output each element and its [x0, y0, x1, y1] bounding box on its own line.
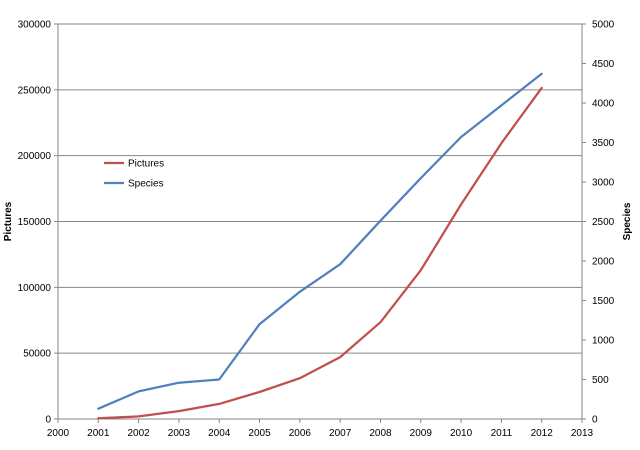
x-tick-label: 2005: [248, 428, 271, 439]
y2-axis-title: Species: [622, 202, 633, 240]
x-tick-label: 2002: [127, 428, 150, 439]
legend-label: Species: [128, 179, 164, 190]
gridlines: [58, 23, 582, 354]
series-line-pictures: [97, 86, 543, 420]
axes: 0 50000 100000 150000 200000 250000 300000 0 500…: [18, 20, 615, 440]
y2-tick-label: 4500: [592, 59, 615, 70]
y2-tick-label: 3500: [592, 138, 615, 149]
legend: Pictures Species: [104, 159, 164, 190]
x-tick-label: 2011: [491, 428, 513, 439]
y-tick-label: 0: [45, 415, 51, 426]
legend-label: Pictures: [128, 159, 164, 170]
y2-tick-label: 3000: [592, 178, 615, 189]
series-lines: [97, 72, 543, 420]
y2-tick-label: 500: [592, 375, 609, 386]
y-axis-title: Pictures: [3, 201, 14, 241]
y-tick-label: 50000: [23, 349, 51, 360]
x-tick-label: 2001: [87, 428, 110, 439]
x-tick-label: 2007: [329, 428, 352, 439]
y-tick-label: 300000: [18, 20, 52, 31]
y-tick-label: 150000: [18, 217, 52, 228]
y2-tick-label: 0: [592, 415, 598, 426]
y2-tick-label: 5000: [592, 20, 615, 31]
x-tick-label: 2006: [289, 428, 312, 439]
y2-tick-label: 2500: [592, 217, 615, 228]
x-tick-label: 2000: [47, 428, 70, 439]
x-tick-label: 2013: [571, 428, 594, 439]
x-tick-label: 2008: [369, 428, 392, 439]
x-tick-label: 2003: [168, 428, 191, 439]
y-tick-label: 250000: [18, 85, 52, 96]
y-tick-label: 100000: [18, 283, 52, 294]
x-tick-label: 2004: [208, 428, 231, 439]
y2-tick-label: 2000: [592, 257, 615, 268]
y-tick-label: 200000: [18, 151, 52, 162]
x-tick-label: 2012: [531, 428, 554, 439]
x-tick-label: 2009: [410, 428, 433, 439]
y2-tick-label: 4000: [592, 99, 615, 110]
series-line-species: [97, 72, 543, 410]
x-tick-label: 2010: [450, 428, 473, 439]
y2-tick-label: 1500: [592, 296, 615, 307]
y2-tick-label: 1000: [592, 336, 615, 347]
